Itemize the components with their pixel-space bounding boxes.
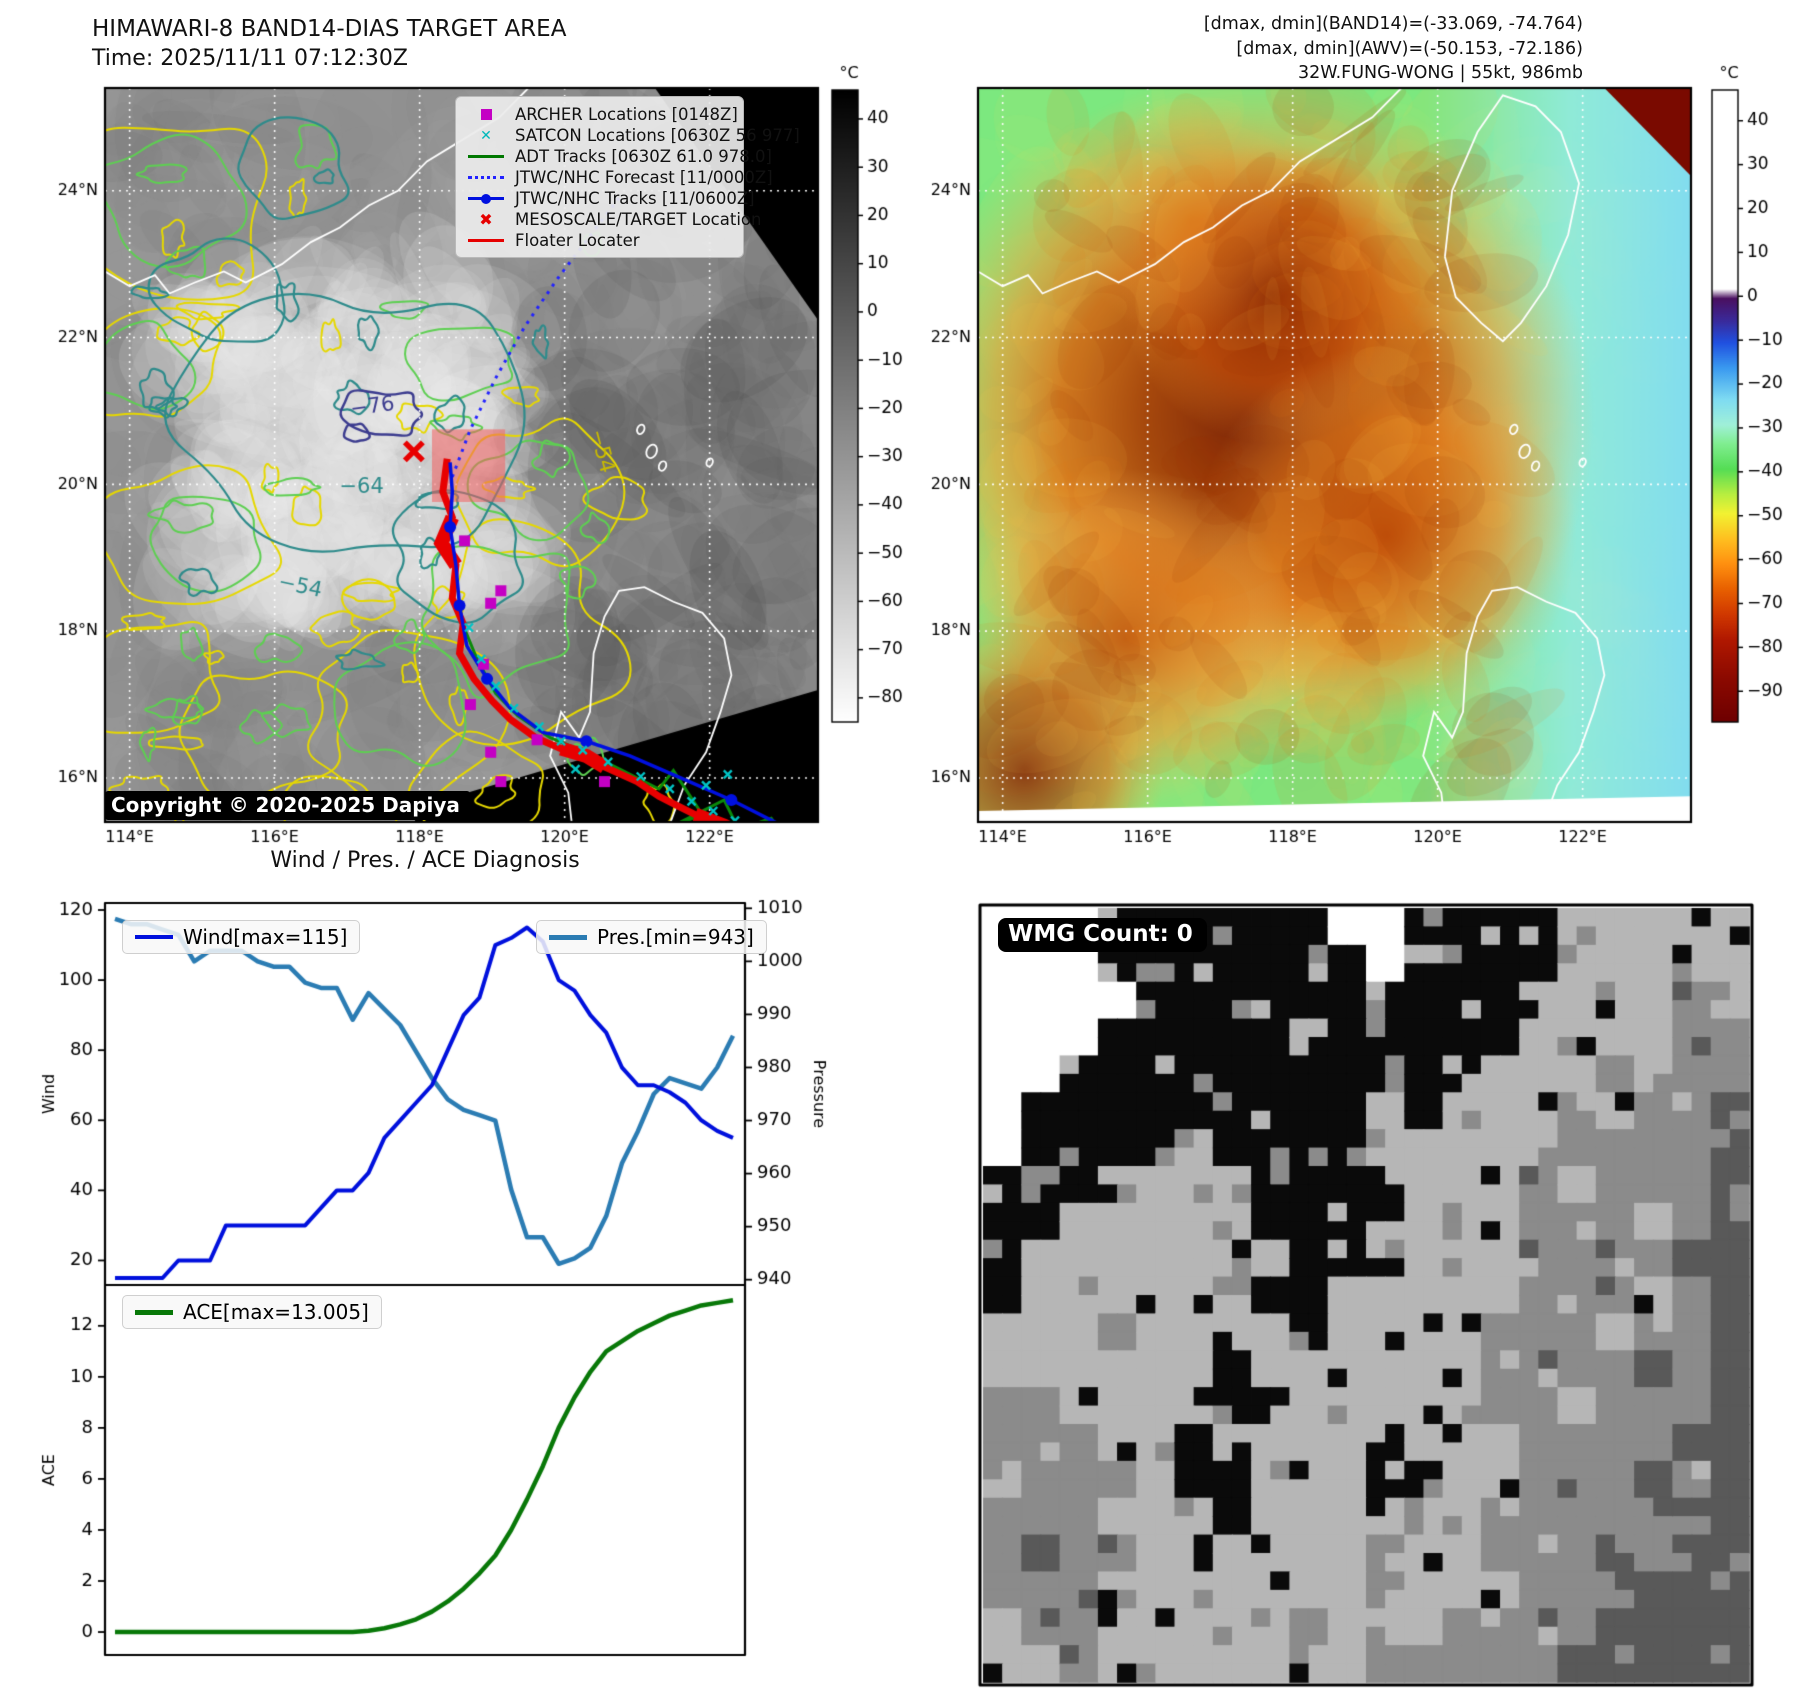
pressure-line-glyph — [549, 934, 587, 940]
tracks-marker-icon — [464, 193, 508, 204]
pressure-legend: Pres.[min=943] — [536, 920, 767, 954]
wind-line-glyph — [135, 935, 173, 939]
legend-item-tracks: JTWC/NHC Tracks [11/0600Z] — [464, 188, 755, 209]
legend-item-label: ARCHER Locations [0148Z] — [515, 105, 738, 124]
legend-item-floater: Floater Locater — [464, 230, 735, 251]
left-map-title: HIMAWARI-8 BAND14-DIAS TARGET AREA Time:… — [92, 14, 566, 73]
storm-id-label: 32W.FUNG-WONG | 55kt, 986mb — [1298, 63, 1583, 83]
legend-item-forecast: JTWC/NHC Forecast [11/0000Z] — [464, 167, 773, 188]
legend-item-label: MESOSCALE/TARGET Location — [515, 210, 762, 229]
adt-marker-icon — [464, 155, 508, 158]
ace-legend: ACE[max=13.005] — [122, 1295, 382, 1329]
legend-item-archer: ARCHER Locations [0148Z] — [464, 104, 738, 125]
left-map-title-line1: HIMAWARI-8 BAND14-DIAS TARGET AREA — [92, 16, 567, 42]
wind-legend: Wind[max=115] — [122, 920, 361, 954]
ace-legend-label: ACE[max=13.005] — [183, 1300, 369, 1324]
right-map-header: [dmax, dmin](BAND14)=(-33.069, -74.764) … — [1204, 12, 1583, 86]
dmax-dmin-awv: [dmax, dmin](AWV)=(-50.153, -72.186) — [1236, 38, 1583, 59]
pressure-legend-label: Pres.[min=943] — [597, 925, 754, 949]
satcon-marker-icon: ✕ — [480, 127, 492, 144]
legend-item-label: SATCON Locations [0630Z 56 977] — [515, 126, 800, 145]
legend-item-label: ADT Tracks [0630Z 61.0 978.0] — [515, 147, 772, 166]
mesoscale-marker-icon: ✖ — [479, 209, 493, 229]
left-map-title-line2: Time: 2025/11/11 07:12:30Z — [92, 46, 408, 72]
archer-marker-icon — [464, 109, 508, 120]
ace-line-glyph — [135, 1309, 173, 1315]
map-legend: ARCHER Locations [0148Z] ✕ SATCON Location… — [455, 96, 800, 258]
wmg-count-badge: WMG Count: 0 — [998, 918, 1207, 952]
legend-item-label: JTWC/NHC Forecast [11/0000Z] — [515, 168, 773, 187]
forecast-marker-icon — [464, 176, 508, 179]
copyright-label: Copyright © 2020-2025 Dapiya — [105, 791, 470, 820]
legend-item-label: Floater Locater — [515, 231, 640, 250]
legend-item-mesoscale: ✖ MESOSCALE/TARGET Location — [464, 209, 761, 230]
legend-item-adt: ADT Tracks [0630Z 61.0 978.0] — [464, 146, 772, 167]
legend-item-satcon: ✕ SATCON Locations [0630Z 56 977] — [464, 125, 800, 146]
chart-section-title: Wind / Pres. / ACE Diagnosis — [270, 848, 580, 873]
floater-marker-icon — [464, 238, 508, 243]
wind-legend-label: Wind[max=115] — [183, 925, 348, 949]
legend-item-label: JTWC/NHC Tracks [11/0600Z] — [515, 189, 755, 208]
dmax-dmin-band14: [dmax, dmin](BAND14)=(-33.069, -74.764) — [1203, 14, 1583, 34]
